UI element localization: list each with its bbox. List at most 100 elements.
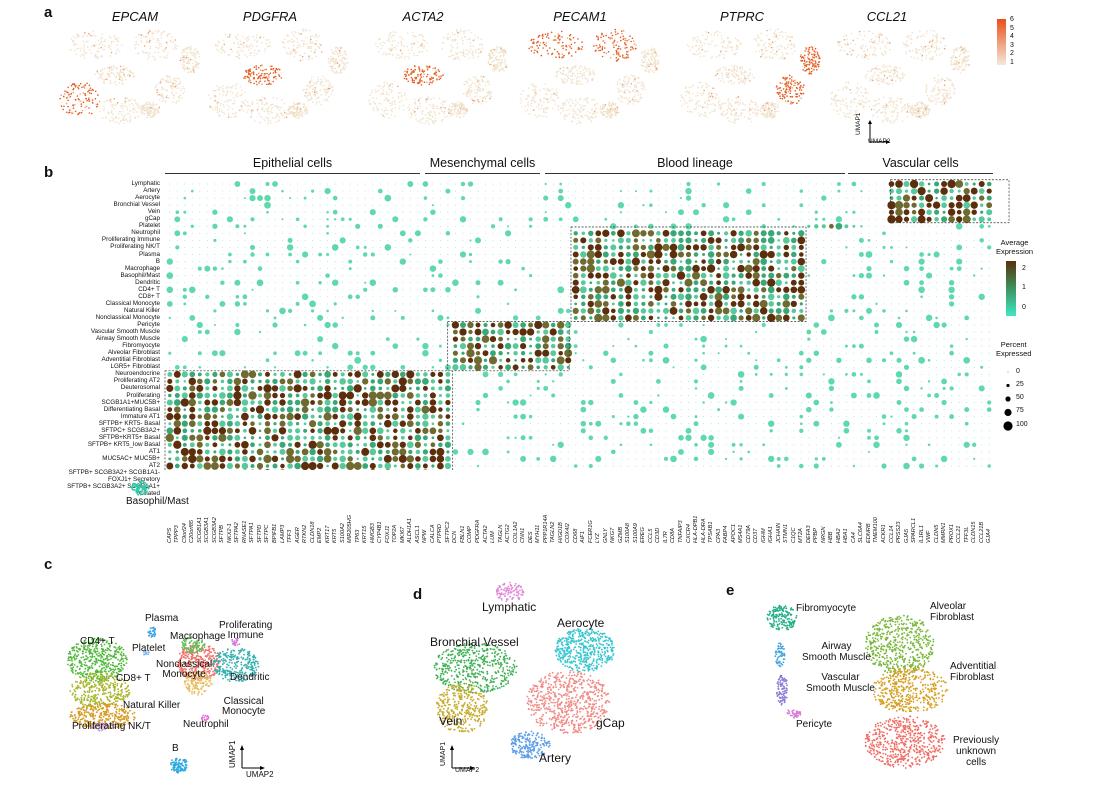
cluster-gcap (526, 669, 611, 734)
dotplot-dots (165, 179, 993, 470)
dotplot-row-label: Vascular Smooth Muscle (90, 328, 160, 336)
dotplot-row-label: MUC5AC+ MUC5B+ (102, 454, 160, 462)
label-previously-unknown-cells: Previously unknown cells (953, 735, 1000, 768)
category-vascular: Vascular cells (882, 156, 959, 170)
dotplot-row-label: Proliferating AT2 (113, 377, 160, 385)
label-b: B (172, 743, 179, 754)
dotplot-row-label: Alveolar Fibroblast (107, 349, 160, 357)
cluster-vascular-smooth-muscle (776, 674, 788, 706)
dotplot-highlight-box (890, 179, 1010, 224)
cluster-basophil-mast (130, 480, 150, 496)
label-cd8-t: CD8+ T (116, 673, 151, 684)
label-proliferating-nkt: Proliferating NK/T (72, 721, 151, 732)
label-bronchial-vessel: Bronchial Vessel (430, 635, 519, 649)
label-pericyte: Pericyte (796, 719, 833, 730)
legend-expr-tick-0: 0 (1022, 304, 1026, 311)
feature-umap-pecam1 (519, 28, 660, 125)
dotplot-row-label: Lymphatic (131, 180, 160, 187)
dotplot-row-label: FOXJ1+ Secretory (108, 476, 160, 484)
legend-expression-title: Average Expression (996, 238, 1034, 256)
dotplot-row-label: Deuterosomal (120, 384, 160, 392)
feature-umap-pdgfra (207, 28, 349, 125)
axis-label-umap2-a: UMAP2 (868, 138, 891, 145)
umap-title-ptprc: PTPRC (719, 9, 765, 24)
cluster-macrophage (181, 636, 206, 654)
cluster-fibromyocyte (766, 604, 798, 631)
dotplot-row-label: Aerocyte (135, 194, 160, 202)
cluster-airway-smooth-muscle (774, 642, 786, 668)
cluster-pericyte (786, 709, 802, 719)
label-artery: Artery (539, 751, 572, 765)
dotplot-row-label: SFTPC+ SCGB3A2+ (101, 426, 160, 434)
label-natural-killer: Natural Killer (123, 700, 181, 711)
dotplot-row-label: Classical Monocyte (105, 299, 160, 307)
legend-expression-gradient (1006, 261, 1016, 316)
colorbar-gradient (997, 19, 1006, 65)
label-aerocyte: Aerocyte (557, 616, 605, 630)
cluster-neutrophil (200, 714, 210, 722)
label-vein: Vein (439, 714, 463, 728)
legend-percent-dots (1003, 371, 1013, 431)
feature-umap-ccl21 (830, 29, 970, 124)
dotplot-row-label: Airway Smooth Muscle (95, 335, 160, 343)
legend-expr-tick-1: 1 (1022, 284, 1026, 291)
dotplot-row-label: CD4+ T (138, 285, 160, 293)
cluster-previously-unknown-cells (864, 715, 946, 769)
cluster-platelet (142, 650, 150, 656)
axis-arrows-a (868, 120, 890, 144)
dotplot-row-label: Fibromyocyte (122, 342, 160, 350)
label-lymphatic: Lymphatic (482, 600, 537, 614)
feature-umap-ptprc (679, 28, 821, 124)
axis-arrows-c (240, 745, 265, 770)
cluster-alveolar-fibroblast (865, 614, 935, 676)
cluster-adventitial-fibroblast (873, 666, 949, 713)
dotplot-row-label: SFTPB+ SCGB3A2+ SCGB1A1+ (67, 483, 160, 491)
dotplot-row-label: Macrophage (124, 264, 160, 272)
dotplot-row-label: AT1 (148, 447, 160, 455)
legend-pct-100: 100 (1016, 421, 1028, 428)
dotplot-row-label: Proliferating Immune (101, 236, 160, 244)
label-neutrophil: Neutrophil (183, 719, 229, 730)
cluster-bronchial-vessel (433, 642, 518, 694)
dotplot-row-label: Nonclassical Monocyte (95, 313, 160, 321)
dotplot-row-label: Pericyte (137, 321, 160, 328)
axis-arrows-d (450, 745, 475, 770)
legend-pct-dot (1005, 396, 1011, 402)
label-fibromyocyte: Fibromyocyte (796, 603, 857, 614)
cluster-b (170, 757, 188, 774)
cluster-proliferating-nkt (91, 722, 117, 732)
dotplot-row-label: SFTPB+KRT5+ Basal (98, 433, 160, 441)
umap-title-pecam1: PECAM1 (553, 9, 607, 24)
legend-pct-dot (1003, 421, 1013, 431)
label-nonclassical-monocyte: Nonclassical Monocyte (156, 659, 213, 680)
axis-label-umap1-c: UMAP1 (228, 740, 237, 768)
panel-letter-b: b (44, 164, 54, 181)
umap-title-pdgfra: PDGFRA (242, 9, 298, 24)
dotplot-row-label: Bronchial Vessel (113, 201, 160, 209)
label-macrophage: Macrophage (170, 631, 226, 642)
legend-pct-75: 75 (1016, 407, 1024, 414)
axis-label-umap2-c: UMAP2 (246, 770, 274, 779)
legend-pct-dot (1006, 383, 1010, 388)
umap-title-ccl21: CCL21 (866, 9, 908, 24)
cluster-aerocyte (554, 628, 615, 673)
umap-title-epcam: EPCAM (111, 9, 159, 24)
label-dendritic: Dendritic (230, 672, 270, 683)
dotplot-row-label: gCap (144, 215, 160, 223)
cluster-cd8-t (69, 671, 131, 709)
legend-pct-0: 0 (1016, 368, 1020, 375)
label-proliferating-immune: Proliferating Immune (219, 620, 273, 641)
label-airway-smooth-muscle: Airway Smooth Muscle (802, 641, 871, 663)
category-line-vascular (848, 173, 993, 174)
dotplot-row-label: Plasma (139, 250, 160, 258)
dotplot-row-label: SFTPB+ SCGB3A2+ SCGB1A1- (68, 469, 160, 477)
dotplot-row-label: Proliferating (126, 391, 160, 399)
label-basophil-mast: Basophil/Mast (126, 496, 189, 507)
dotplot-highlight-box (164, 370, 454, 470)
dotplot-row-label: AT2 (148, 462, 160, 469)
category-line-epithelial (165, 173, 420, 174)
category-line-mesenchymal (425, 173, 540, 174)
cluster-artery (510, 730, 551, 759)
panel-letter-e: e (726, 582, 735, 599)
umap-title-acta2: ACTA2 (402, 9, 444, 24)
